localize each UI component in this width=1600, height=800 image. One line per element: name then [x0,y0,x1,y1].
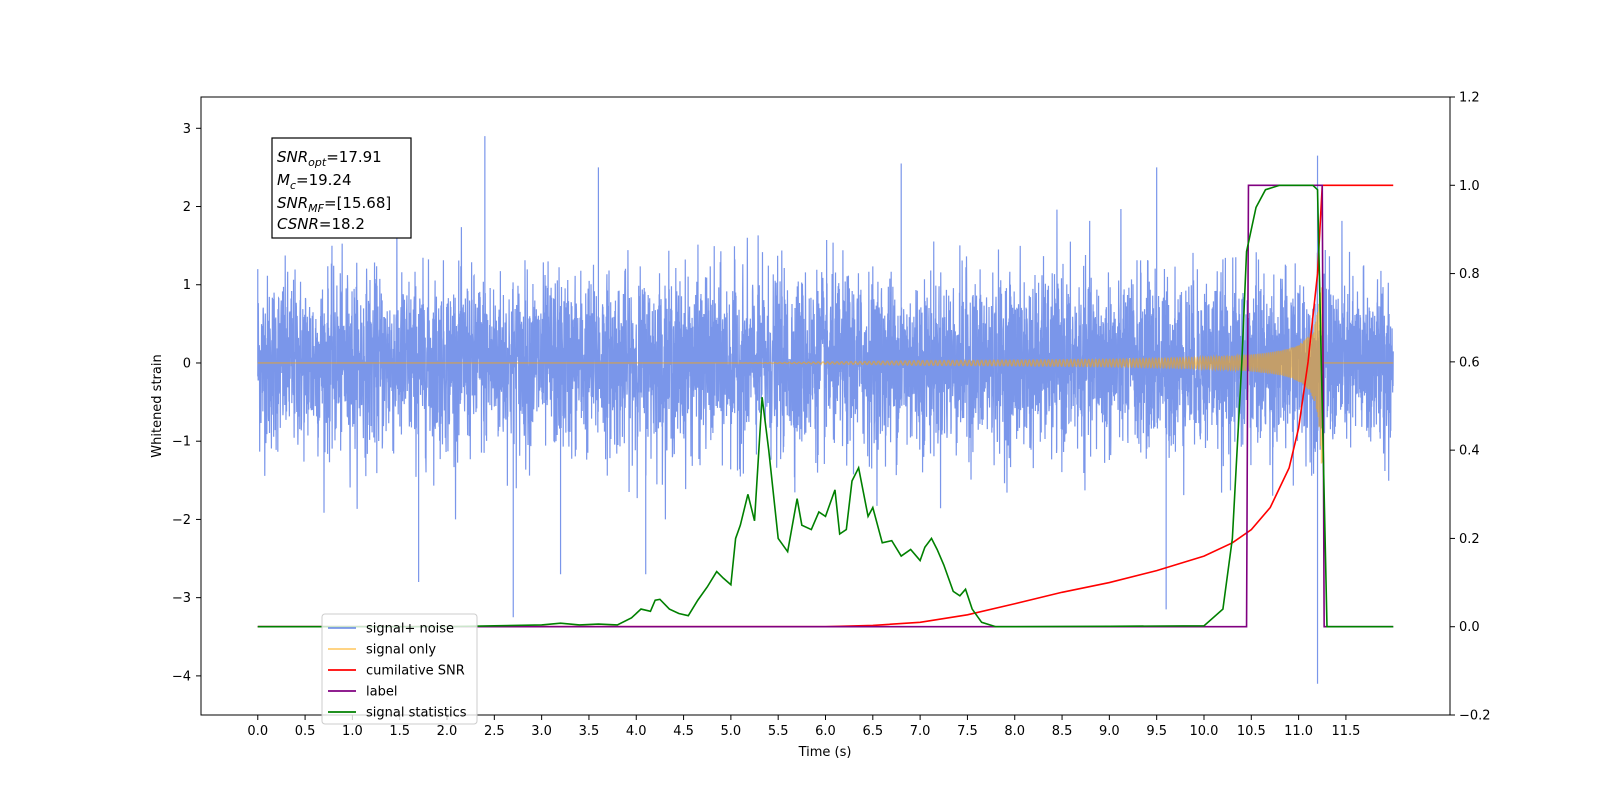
x-tick-label: 0.0 [247,724,268,739]
x-tick-label: 10.5 [1237,724,1266,739]
series-cumilative-SNR [257,184,1394,628]
y2-tick-label: 1.0 [1459,179,1480,194]
x-tick-label: 0.5 [295,724,316,739]
x-tick-label: 8.0 [1004,724,1025,739]
x-tick-label: 4.5 [673,724,694,739]
series-layer [257,136,1394,684]
y-tick-label: −2 [172,513,191,528]
series-signal-noise [257,136,1394,684]
x-tick-label: 5.0 [721,724,742,739]
legend-label: signal only [366,643,436,658]
x-tick-label: 2.5 [484,724,505,739]
legend-label: label [366,685,397,700]
y-tick-label: 2 [183,200,191,215]
annotation-box: SNRopt=17.91 Mc=19.24 SNRMF=[15.68] CSNR… [271,137,412,239]
y-tick-label: 0 [183,356,191,371]
x-tick-label: 1.0 [342,724,363,739]
x-tick-label: 3.5 [579,724,600,739]
x-tick-label: 8.5 [1052,724,1073,739]
y-tick-label: −4 [172,669,191,684]
y-tick-label: 3 [183,122,191,137]
x-tick-label: 3.0 [531,724,552,739]
legend-label: signal statistics [366,706,467,721]
annotation-snr-mf: SNRMF=[15.68] [277,194,391,215]
x-axis-label: Time (s) [798,745,852,760]
x-tick-label: 11.5 [1331,724,1360,739]
legend-label: cumilative SNR [366,664,465,679]
y-tick-label: −3 [172,591,191,606]
annotation-snr-opt: SNRopt=17.91 [277,148,382,169]
annotation-mc: Mc=19.24 [277,171,352,192]
series-signal-only [257,287,1394,464]
axes-layer: 0.0 0.5 1.0 1.5 2.0 2.5 3.0 3.5 4.0 4.5 5.0 5.5 6.0 6… [172,91,1491,740]
y2-tick-label: 1.2 [1459,91,1480,106]
x-tick-label: 1.5 [389,724,410,739]
y2-tick-label: 0.6 [1459,355,1480,370]
y2-tick-label: −0.2 [1459,709,1491,724]
x-tick-label: 7.0 [910,724,931,739]
x-tick-label: 4.0 [626,724,647,739]
x-tick-label: 6.5 [862,724,883,739]
y2-tick-label: 0.8 [1459,267,1480,282]
x-tick-label: 2.0 [437,724,458,739]
y2-tick-label: 0.4 [1459,444,1480,459]
x-tick-label: 5.5 [768,724,789,739]
series-signal-statistics [257,184,1394,628]
x-tick-label: 10.0 [1190,724,1219,739]
y2-tick-label: 0.0 [1459,620,1480,635]
x-tick-label: 7.5 [957,724,978,739]
x-tick-label: 9.0 [1099,724,1120,739]
x-tick-label: 9.5 [1146,724,1167,739]
y-tick-label: −1 [172,435,191,450]
y-tick-label: 1 [183,278,191,293]
annotation-csnr: CSNR=18.2 [277,215,365,233]
x-tick-label: 6.0 [815,724,836,739]
legend-label: signal+ noise [366,622,454,637]
x-tick-label: 11.0 [1284,724,1313,739]
y-axis-label: Whitened strain [150,354,165,457]
legend: signal+ noise signal only cumilative SNR la… [321,613,478,725]
y2-tick-label: 0.2 [1459,532,1480,547]
